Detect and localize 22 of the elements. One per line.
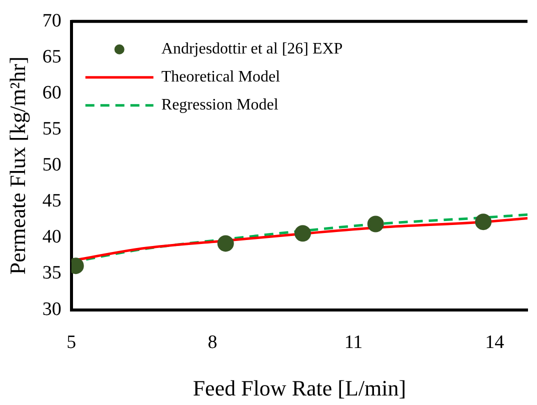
- x-tick-label: 5: [66, 332, 76, 354]
- x-tick-label: 11: [344, 332, 363, 354]
- legend-label: Regression Model: [161, 96, 279, 114]
- y-tick-label: 55: [42, 118, 62, 140]
- point: [475, 214, 492, 230]
- y-tick-label: 45: [42, 190, 62, 212]
- y-axis-title: Permeate Flux [kg/m²hr]: [4, 56, 30, 275]
- x-tick-label: 14: [485, 332, 505, 354]
- point: [294, 225, 311, 242]
- point: [367, 216, 384, 232]
- y-tick-label: 70: [42, 10, 62, 32]
- x-tick-label: 8: [208, 332, 218, 354]
- y-tick-label: 60: [42, 82, 62, 104]
- x-axis-title: Feed Flow Rate [L/min]: [192, 376, 406, 401]
- point: [217, 235, 234, 252]
- legend-label: Theoretical Model: [161, 68, 281, 86]
- y-tick-label: 65: [42, 46, 62, 68]
- y-tick-label: 35: [42, 262, 62, 284]
- y-tick-label: 30: [42, 298, 62, 320]
- y-tick-label: 40: [42, 226, 62, 248]
- legend-label: Andrjesdottir et al [26] EXP: [161, 40, 343, 58]
- y-tick-label: 50: [42, 154, 62, 176]
